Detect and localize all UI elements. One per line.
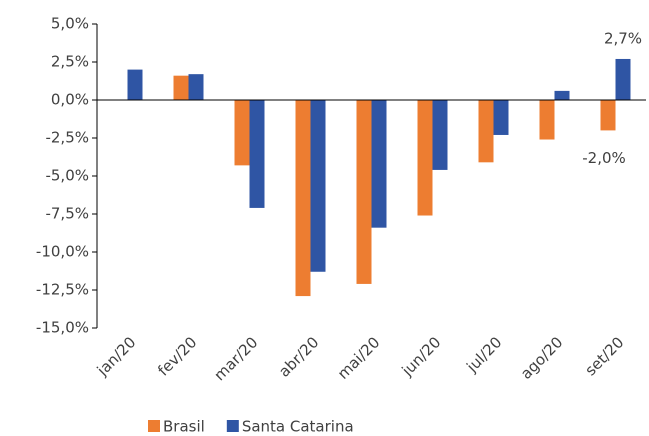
x-tick-label: ago/20 — [517, 333, 567, 383]
y-tick-label: -7,5% — [45, 205, 89, 223]
y-tick-label: -15,0% — [36, 319, 89, 337]
x-tick-label: jan/20 — [93, 333, 140, 380]
bar — [432, 100, 448, 170]
bar — [493, 100, 509, 135]
y-tick-label: -10,0% — [36, 243, 89, 261]
bar — [554, 90, 570, 100]
legend-swatch — [148, 420, 160, 432]
bar — [310, 100, 326, 272]
bar — [127, 69, 143, 100]
y-tick-label: 2,5% — [51, 53, 89, 71]
y-tick-label: 5,0% — [51, 15, 89, 33]
bar — [615, 58, 631, 100]
bar — [539, 100, 555, 140]
bar — [356, 100, 372, 284]
bar — [417, 100, 433, 216]
x-tick-label: jun/20 — [398, 333, 445, 380]
bar — [173, 75, 189, 100]
bar — [188, 74, 204, 100]
bar — [600, 100, 616, 131]
data-label: 2,7% — [604, 29, 642, 47]
y-tick-label: -12,5% — [36, 281, 89, 299]
x-tick-label: mar/20 — [211, 333, 262, 384]
bar — [234, 100, 250, 166]
legend-swatch — [226, 420, 239, 432]
y-tick-label: -2,5% — [45, 129, 89, 147]
bar — [478, 100, 494, 163]
x-tick-label: set/20 — [581, 333, 627, 379]
bar — [249, 100, 265, 208]
x-tick-label: fev/20 — [154, 333, 200, 379]
x-tick-label: abr/20 — [275, 333, 322, 380]
data-label: -2,0% — [582, 149, 626, 167]
legend-label: Brasil — [163, 418, 205, 436]
y-tick-label: -5,0% — [45, 167, 89, 185]
legend-label: Santa Catarina — [242, 418, 354, 436]
bar — [371, 100, 387, 228]
x-tick-label: mai/20 — [334, 333, 384, 383]
x-tick-label: jul/20 — [462, 333, 505, 376]
bar — [295, 100, 311, 297]
y-tick-label: 0,0% — [51, 91, 89, 109]
